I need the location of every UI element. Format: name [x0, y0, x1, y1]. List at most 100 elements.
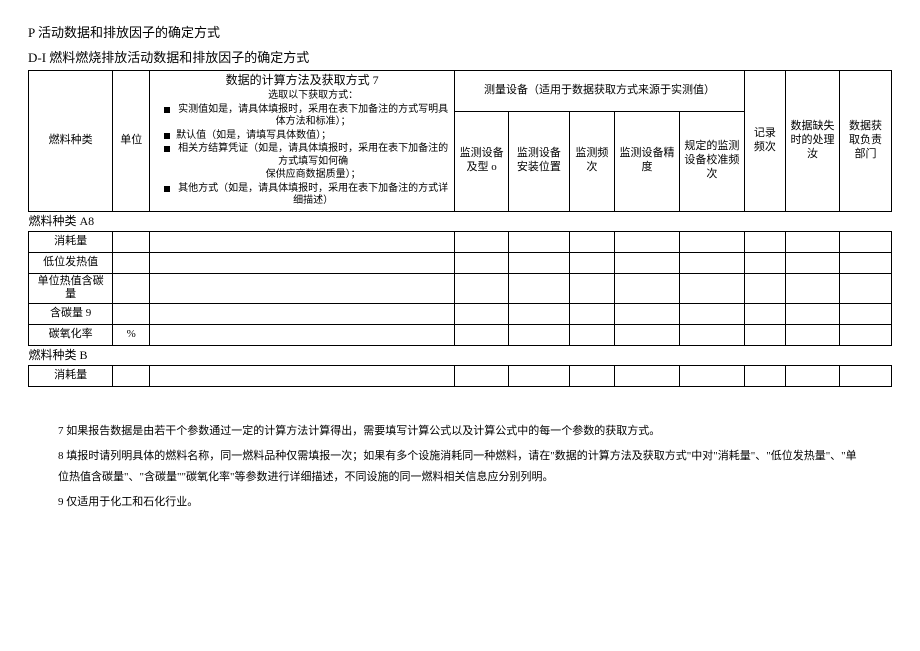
cell [679, 366, 744, 387]
main-table: 燃料种类 单位 数据的计算方法及获取方式 7 选取以下获取方式： 实测值如是，请… [28, 70, 892, 387]
cell [679, 325, 744, 346]
cell [840, 231, 892, 252]
row-a-0: 消耗量 [29, 231, 892, 252]
cell [615, 304, 680, 325]
cell [569, 325, 614, 346]
cell [785, 252, 839, 273]
section-b-row: 燃料种类 B [29, 346, 892, 366]
cell [785, 304, 839, 325]
cell [569, 252, 614, 273]
method-title: 数据的计算方法及获取方式 7 [154, 73, 450, 88]
method-lead: 选取以下获取方式： [154, 90, 450, 103]
cell [615, 325, 680, 346]
hdr-mcol-0: 监测设备及型 o [455, 111, 509, 211]
cell [744, 304, 785, 325]
hdr-record-freq: 记录频次 [744, 71, 785, 212]
hdr-mcol-3: 监测设备精度 [615, 111, 680, 211]
row-a-4-unit: % [113, 325, 150, 346]
page-root: P 活动数据和排放因子的确定方式 D-I 燃料燃烧排放活动数据和排放因子的确定方… [0, 0, 920, 533]
cell [744, 325, 785, 346]
row-a-0-unit [113, 231, 150, 252]
row-a-1-unit [113, 252, 150, 273]
cell [679, 304, 744, 325]
row-a-2-unit [113, 273, 150, 304]
row-a-1: 低位发热值 [29, 252, 892, 273]
cell [150, 231, 455, 252]
hdr-mcol-2: 监测频次 [569, 111, 614, 211]
cell [615, 366, 680, 387]
hdr-measure-group: 测量设备（适用于数据获取方式来源于实测值） [455, 71, 745, 112]
cell [679, 231, 744, 252]
cell [744, 273, 785, 304]
title-p: P 活动数据和排放因子的确定方式 [28, 22, 892, 41]
cell [785, 231, 839, 252]
cell [509, 273, 570, 304]
cell [569, 304, 614, 325]
title-d: D-I 燃料燃烧排放活动数据和排放因子的确定方式 [28, 47, 892, 66]
cell [615, 252, 680, 273]
cell [744, 366, 785, 387]
cell [150, 366, 455, 387]
cell [785, 366, 839, 387]
cell [615, 273, 680, 304]
cell [150, 273, 455, 304]
hdr-mcol-1: 监测设备安装位置 [509, 111, 570, 211]
cell [615, 231, 680, 252]
cell [785, 325, 839, 346]
method-item-2: 相关方结算凭证（如是，请具体填报时，采用在表下加备注的方式填写如何确 [154, 143, 450, 168]
cell [679, 273, 744, 304]
cell [744, 252, 785, 273]
cell [569, 231, 614, 252]
footnote-7: 7 如果报告数据是由若干个参数通过一定的计算方法计算得出，需要填写计算公式以及计… [58, 421, 862, 442]
bullet-icon [164, 133, 170, 139]
cell [455, 366, 509, 387]
row-a-3: 含碳量 9 [29, 304, 892, 325]
row-a-1-label: 低位发热值 [29, 252, 113, 273]
cell [150, 304, 455, 325]
bullet-icon [164, 186, 170, 192]
hdr-unit: 单位 [113, 71, 150, 212]
cell [840, 304, 892, 325]
cell [509, 304, 570, 325]
hdr-mcol-4: 规定的监测设备校准频次 [679, 111, 744, 211]
bullet-icon [164, 107, 170, 113]
method-item-0: 实测值如是，请具体填报时，采用在表下加备注的方式写明具体方法和标准）； [154, 104, 450, 129]
cell [509, 366, 570, 387]
cell [150, 252, 455, 273]
cell [509, 252, 570, 273]
cell [455, 325, 509, 346]
row-b-0: 消耗量 [29, 366, 892, 387]
row-a-3-label: 含碳量 9 [29, 304, 113, 325]
cell [840, 273, 892, 304]
hdr-method: 数据的计算方法及获取方式 7 选取以下获取方式： 实测值如是，请具体填报时，采用… [150, 71, 455, 212]
cell [569, 366, 614, 387]
cell [569, 273, 614, 304]
row-a-4: 碳氧化率 % [29, 325, 892, 346]
cell [455, 231, 509, 252]
hdr-data-missing: 数据缺失时的处理汝 [785, 71, 839, 212]
row-a-2: 单位热值含碳量 [29, 273, 892, 304]
hdr-fuel-type: 燃料种类 [29, 71, 113, 212]
row-a-3-unit [113, 304, 150, 325]
cell [840, 325, 892, 346]
row-a-4-label: 碳氧化率 [29, 325, 113, 346]
section-b-label: 燃料种类 B [29, 346, 892, 366]
section-a-row: 燃料种类 A8 [29, 211, 892, 231]
method-item-3: 其他方式（如是，请具体填报时，采用在表下加备注的方式详细描述） [154, 183, 450, 208]
row-a-0-label: 消耗量 [29, 231, 113, 252]
method-item-1: 默认值（如是，请填写具体数值）； [154, 130, 450, 143]
cell [509, 231, 570, 252]
cell [455, 273, 509, 304]
bullet-icon [164, 146, 170, 152]
row-a-2-label: 单位热值含碳量 [29, 273, 113, 304]
footnote-8: 8 填报时请列明具体的燃料名称，同一燃料品种仅需填报一次；如果有多个设施消耗同一… [58, 446, 862, 488]
cell [679, 252, 744, 273]
cell [150, 325, 455, 346]
method-sub: 保供应商数据质量）； [154, 169, 450, 182]
cell [455, 304, 509, 325]
footnote-9: 9 仅适用于化工和石化行业。 [58, 492, 862, 513]
header-row-1: 燃料种类 单位 数据的计算方法及获取方式 7 选取以下获取方式： 实测值如是，请… [29, 71, 892, 112]
cell [455, 252, 509, 273]
cell [509, 325, 570, 346]
hdr-dept: 数据获取负责部门 [840, 71, 892, 212]
